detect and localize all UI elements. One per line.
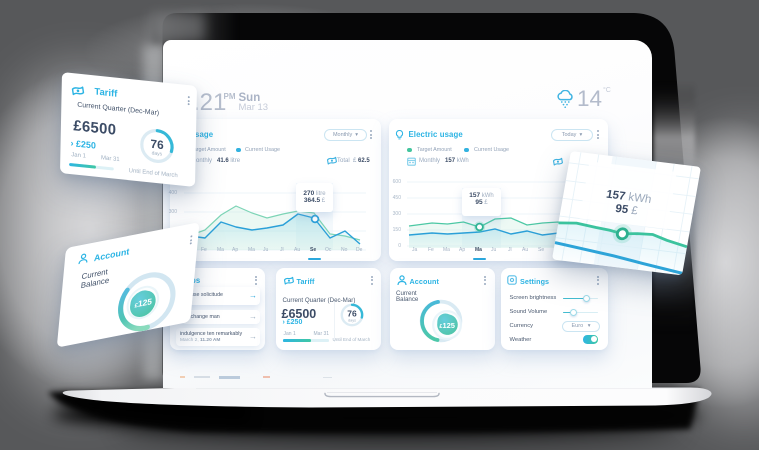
svg-text:£125: £125 — [439, 321, 455, 330]
svg-text:days: days — [347, 319, 355, 323]
svg-text:£125: £125 — [134, 296, 152, 309]
svg-text:76: 76 — [347, 309, 357, 319]
svg-text:days: days — [152, 150, 163, 157]
svg-text:76: 76 — [150, 136, 164, 151]
